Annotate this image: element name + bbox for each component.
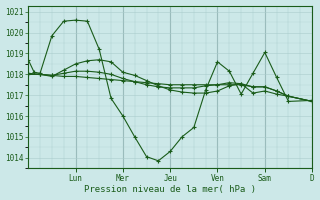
X-axis label: Pression niveau de la mer( hPa ): Pression niveau de la mer( hPa ) xyxy=(84,185,256,194)
